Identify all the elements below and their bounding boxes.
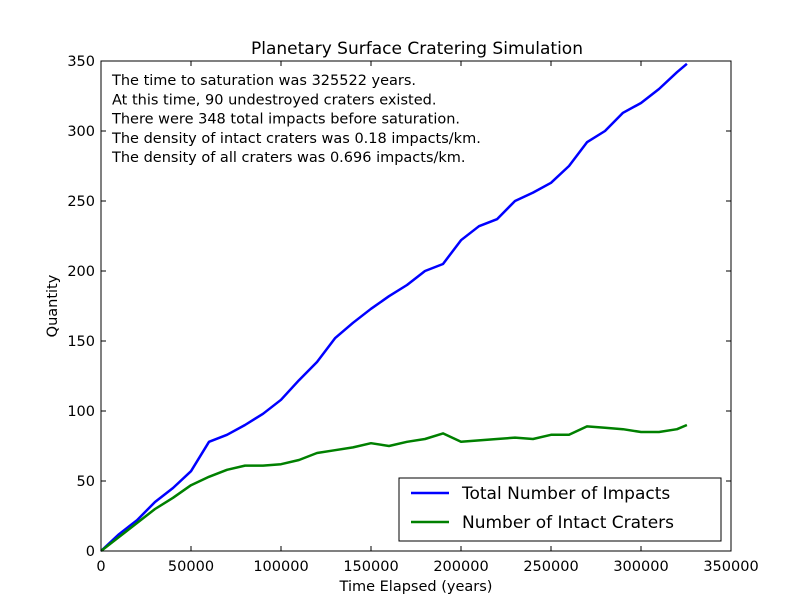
legend-label-intact-craters: Number of Intact Craters [462,513,674,533]
series-line-0 [100,62,688,552]
x-tick-label: 200000 [433,559,488,575]
annotation-line: The density of intact craters was 0.18 i… [111,131,481,147]
axis-ticks: 0 50000 100000 150000 200000 250000 300000 3500… [67,54,758,575]
x-tick-label: 350000 [703,559,758,575]
legend-frame [398,477,722,542]
y-tick-label: 50 [77,474,95,490]
annotation-line: The time to saturation was 325522 years. [111,73,416,89]
y-tick-label: 100 [67,404,95,420]
annotation-line: The density of all craters was 0.696 imp… [111,150,466,166]
y-tick-label: 300 [67,124,95,140]
axes-frame [100,60,732,552]
x-tick-label: 100000 [253,559,308,575]
x-tick-label: 250000 [523,559,578,575]
series-line-1 [100,423,688,552]
y-axis-label: Quantity [45,274,61,337]
y-tick-label: 200 [67,264,95,280]
y-tick-label: 0 [86,544,95,560]
x-tick-label: 150000 [343,559,398,575]
x-axis-label: Time Elapsed (years) [339,579,493,595]
x-tick-label: 0 [96,559,105,575]
annotation-line: There were 348 total impacts before satu… [111,112,460,128]
annotation-text-block: The time to saturation was 325522 years.… [111,73,481,166]
x-tick-label: 300000 [613,559,668,575]
chart-title: Planetary Surface Cratering Simulation [251,39,583,59]
y-tick-label: 350 [67,54,95,70]
annotation-line: At this time, 90 undestroyed craters exi… [112,92,436,108]
y-tick-label: 250 [67,194,95,210]
y-tick-label: 150 [67,334,95,350]
legend-label-total-impacts: Total Number of Impacts [461,484,670,504]
legend: Total Number of Impacts Number of Intact… [398,477,722,542]
x-tick-label: 50000 [168,559,214,575]
plot-lines [100,62,688,552]
